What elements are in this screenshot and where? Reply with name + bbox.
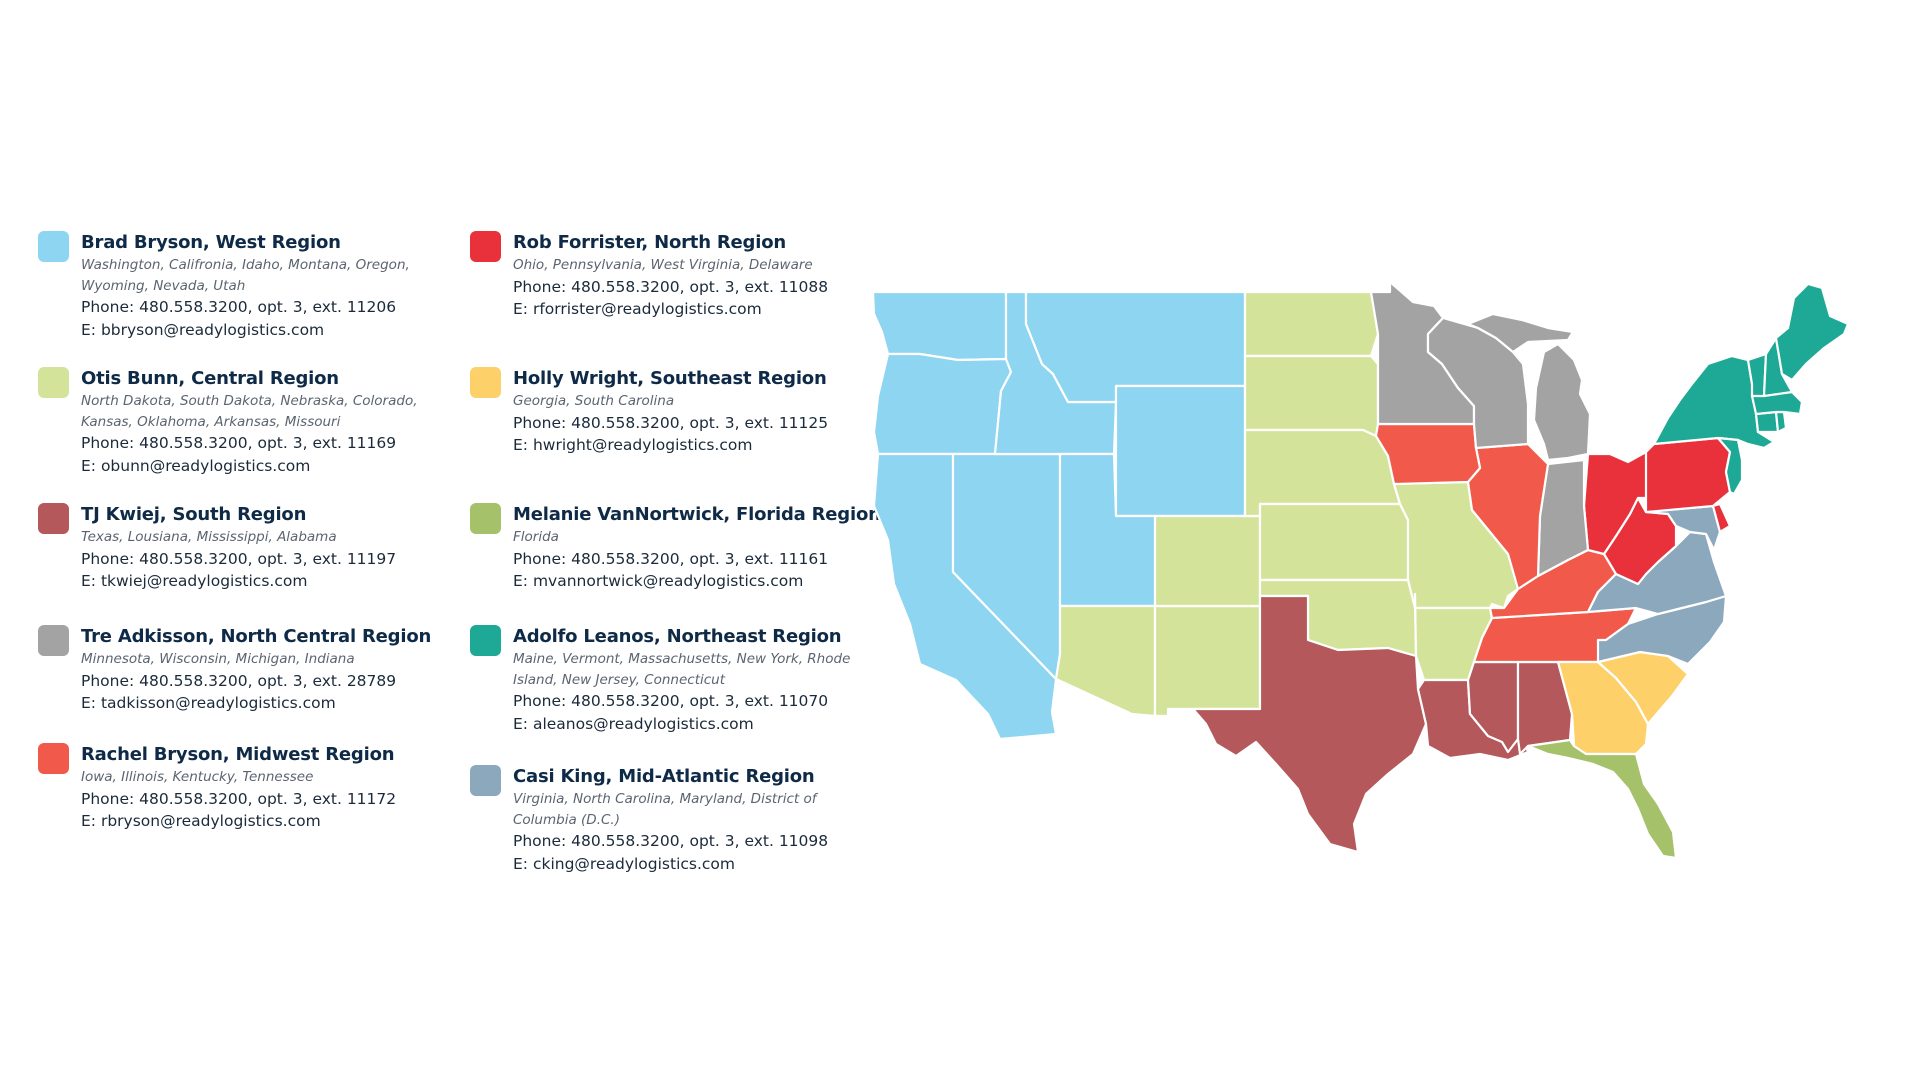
region-states: Iowa, Illinois, Kentucky, Tennessee [81,769,314,785]
state-new-mexico[interactable] [1153,604,1262,718]
region-email[interactable]: E: mvannortwick@readylogistics.com [513,572,804,590]
state-vermont[interactable] [1746,352,1768,398]
state-kansas[interactable] [1258,502,1410,582]
region-states: Texas, Lousiana, Mississippi, Alabama [81,529,337,545]
region-contact-name: Rachel Bryson, Midwest Region [81,744,395,765]
region-swatch [38,231,69,262]
state-pennsylvania[interactable] [1644,436,1732,514]
region-email[interactable]: E: aleanos@readylogistics.com [513,714,754,733]
region-contact-name: Casi King, Mid-Atlantic Region [513,766,815,787]
region-contact-name: Rob Forrister, North Region [513,232,786,253]
region-email[interactable]: E: hwright@readylogistics.com [513,436,753,454]
state-south-dakota[interactable] [1243,354,1380,438]
region-swatch [470,231,501,262]
state-texas[interactable] [1191,594,1428,854]
state-delaware[interactable] [1711,502,1732,534]
us-regions-map [871,284,1850,860]
region-email[interactable]: E: cking@readylogistics.com [513,854,736,873]
region-email[interactable]: E: tadkisson@readylogistics.com [81,694,336,712]
region-swatch [38,367,69,398]
state-new-hampshire[interactable] [1762,336,1794,398]
region-email[interactable]: E: rbryson@readylogistics.com [81,812,321,830]
state-massachusetts[interactable] [1750,390,1804,416]
state-wyoming[interactable] [1114,384,1247,518]
state-florida[interactable] [1526,738,1678,860]
region-phone: Phone: 480.558.3200, opt. 3, ext. 11070 [513,692,829,710]
region-phone: Phone: 480.558.3200, opt. 3, ext. 11197 [81,549,397,568]
state-arizona[interactable] [1054,604,1157,718]
state-iowa[interactable] [1374,422,1482,486]
region-swatch [38,503,69,534]
state-washington[interactable] [871,290,1008,362]
region-states: Georgia, South Carolina [513,393,675,409]
region-states: Florida [513,529,559,545]
state-oregon[interactable] [872,352,1013,456]
state-maine[interactable] [1774,284,1850,382]
region-phone: Phone: 480.558.3200, opt. 3, ext. 28789 [81,671,397,690]
region-contact-name: Brad Bryson, West Region [81,232,341,253]
region-states: Washington, Califronia, Idaho, Montana, … [81,257,410,294]
region-contact-name: TJ Kwiej, South Region [81,504,307,525]
region-states: North Dakota, South Dakota, Nebraska, Co… [81,393,418,430]
state-north-dakota[interactable] [1243,290,1380,358]
region-phone: Phone: 480.558.3200, opt. 3, ext. 11125 [513,413,829,432]
region-swatch [470,625,501,656]
region-swatch [470,765,501,796]
region-email[interactable]: E: rforrister@readylogistics.com [513,300,762,318]
region-phone: Phone: 480.558.3200, opt. 3, ext. 11169 [81,434,397,452]
region-contact-name: Tre Adkisson, North Central Region [81,626,432,647]
region-phone: Phone: 480.558.3200, opt. 3, ext. 11161 [513,549,829,568]
region-swatch [470,503,501,534]
region-phone: Phone: 480.558.3200, opt. 3, ext. 11088 [513,277,829,296]
region-email[interactable]: E: tkwiej@readylogistics.com [81,572,308,590]
region-contact-name: Otis Bunn, Central Region [81,368,339,389]
state-new-jersey[interactable] [1716,436,1744,496]
region-swatch [470,367,501,398]
state-michigan[interactable] [1466,312,1592,462]
region-phone: Phone: 480.558.3200, opt. 3, ext. 11172 [81,789,397,808]
region-phone: Phone: 480.558.3200, opt. 3, ext. 11206 [81,298,397,316]
region-email[interactable]: E: obunn@readylogistics.com [81,456,311,475]
state-colorado[interactable] [1153,514,1262,608]
region-swatch [38,625,69,656]
region-swatch [38,743,69,774]
state-rhode-island[interactable] [1774,410,1788,434]
region-email[interactable]: E: bbryson@readylogistics.com [81,320,325,339]
region-contact-name: Holly Wright, Southeast Region [513,368,827,389]
region-phone: Phone: 480.558.3200, opt. 3, ext. 11098 [513,832,829,850]
state-north-carolina[interactable] [1596,594,1728,666]
region-states: Ohio, Pennsylvania, West Virginia, Delaw… [513,257,813,273]
region-states: Minnesota, Wisconsin, Michigan, Indiana [81,651,355,667]
region-contact-name: Adolfo Leanos, Northeast Region [513,626,842,647]
region-states: Virginia, North Carolina, Maryland, Dist… [513,791,817,828]
region-states: Maine, Vermont, Massachusetts, New York,… [513,651,851,688]
region-contact-name: Melanie VanNortwick, Florida Region [513,504,881,525]
state-connecticut[interactable] [1754,410,1780,434]
